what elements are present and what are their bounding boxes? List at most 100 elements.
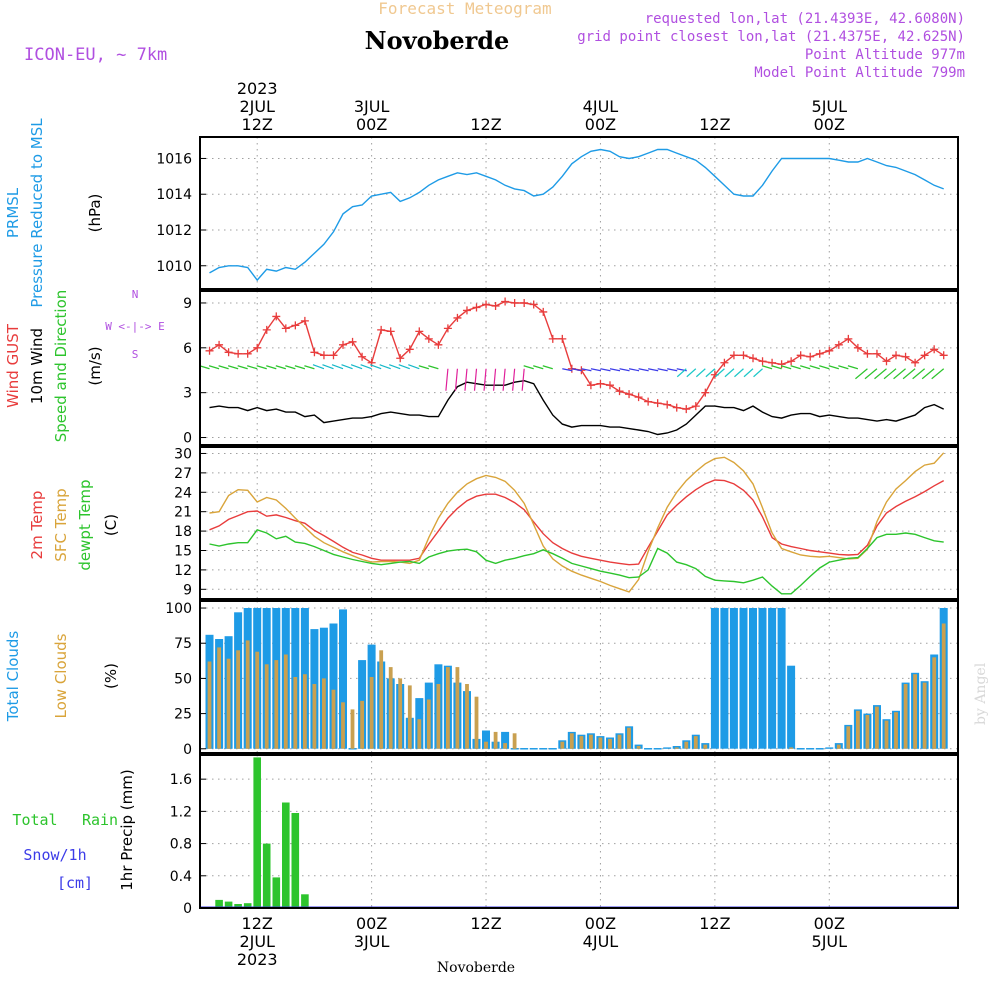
y-tick-label: 1.2 — [170, 804, 192, 820]
total-cloud-bar — [482, 730, 490, 749]
low-cloud-bar — [836, 744, 841, 749]
product-title: Forecast Meteogram — [378, 0, 551, 18]
wind-direction-arrow — [628, 368, 640, 372]
low-cloud-bar — [903, 684, 908, 749]
pressure-axis-title: PRMSL — [4, 187, 22, 238]
rain-bar — [234, 904, 242, 908]
wind-direction-arrow — [360, 364, 372, 370]
gust-marker — [720, 358, 729, 367]
gust-marker — [787, 357, 796, 366]
total-cloud-bar — [729, 608, 738, 749]
gust-marker — [386, 327, 395, 336]
wind-direction-arrow — [734, 368, 744, 378]
gust-marker — [510, 298, 519, 307]
low-cloud-bar — [255, 651, 260, 749]
total-cloud-bar — [339, 609, 347, 749]
wind-direction-arrow — [312, 364, 325, 370]
requested-coords: requested lon,lat (21.4393E, 42.6080N) — [645, 11, 965, 27]
gridpoint-coords: grid point closest lon,lat (21.4375E, 42… — [577, 29, 965, 45]
gust-marker — [901, 352, 910, 361]
gust-marker — [939, 351, 948, 360]
wind-direction-arrow — [445, 368, 449, 391]
gust-marker — [672, 403, 681, 412]
low-cloud-bar — [579, 736, 584, 749]
wind-direction-arrow — [533, 365, 544, 370]
low-cloud-bar — [436, 684, 441, 749]
gust-marker — [472, 303, 481, 312]
wind-direction-arrow — [199, 365, 210, 370]
y-tick-label: 1014 — [156, 187, 192, 203]
low-cloud-bar — [674, 747, 679, 749]
pressure-axis-title: Pressure Reduced to MSL — [28, 118, 46, 308]
cloud-axis-title: Low Clouds — [52, 633, 70, 718]
wind-direction-arrow — [657, 368, 668, 372]
low-cloud-bar — [474, 696, 479, 749]
low-cloud-bar — [236, 650, 240, 749]
rain-bar — [253, 757, 261, 908]
low-cloud-bar — [226, 658, 231, 749]
low-cloud-bar — [560, 741, 565, 749]
time-label-top: 00Z — [356, 115, 387, 134]
gust-marker — [729, 351, 738, 360]
wind-direction-arrow — [724, 368, 735, 378]
y-tick-label: 3 — [183, 386, 192, 402]
rain-bar — [291, 813, 300, 908]
low-cloud-bar — [884, 720, 889, 749]
wind-direction-arrow — [600, 368, 611, 372]
y-tick-label: 27 — [174, 466, 192, 482]
low-cloud-bar — [446, 667, 450, 749]
gust-marker — [329, 351, 338, 360]
y-tick-label: 50 — [174, 671, 192, 687]
wind-direction-arrow — [902, 368, 916, 380]
wind-direction-arrow — [218, 365, 229, 370]
gust-marker — [920, 351, 929, 360]
wind-direction-arrow — [864, 368, 878, 380]
y-tick-label: 0 — [183, 901, 192, 917]
y-tick-label: 1010 — [156, 259, 192, 275]
pressure-line — [209, 148, 944, 282]
wind-direction-arrow — [428, 365, 439, 370]
low-cloud-bar — [512, 733, 517, 749]
low-cloud-bar — [693, 736, 698, 749]
time-label-bottom: 4JUL — [583, 932, 619, 951]
wind-direction-arrow — [285, 365, 296, 370]
gust-marker — [501, 297, 510, 306]
wind-direction-arrow — [912, 368, 926, 380]
wind-direction-arrow — [502, 368, 506, 391]
low-cloud-bar — [856, 710, 860, 749]
temp-axis-title: SFC Temp — [52, 488, 70, 561]
y-tick-label: 100 — [165, 601, 192, 617]
wind-direction-arrow — [695, 368, 706, 378]
gust-marker — [539, 307, 548, 316]
low-cloud-bar — [360, 700, 364, 749]
total-cloud-bar — [739, 608, 748, 749]
y-tick-label: 75 — [174, 636, 192, 652]
wind-direction-arrow — [369, 364, 382, 370]
low-cloud-bar — [617, 734, 622, 749]
y-tick-label: 15 — [174, 543, 192, 559]
total-cloud-bar — [663, 747, 672, 749]
wind-direction-arrow — [715, 368, 725, 378]
gust-marker — [281, 324, 290, 333]
gust-line — [209, 300, 945, 410]
wind-direction-arrow — [571, 368, 582, 372]
wind-direction-arrow — [492, 368, 497, 391]
gust-marker — [405, 345, 414, 354]
wind-direction-arrow — [800, 365, 811, 370]
panel-frame — [199, 754, 959, 909]
time-label-bottom: 5JUL — [812, 932, 848, 951]
precip-label-cm: [cm] — [57, 874, 93, 892]
y-tick-label: 0 — [183, 742, 192, 758]
gust-marker — [434, 340, 443, 349]
low-cloud-bar — [589, 734, 593, 749]
time-label-bottom: 12Z — [470, 914, 501, 933]
rain-bar — [301, 894, 309, 908]
wind-direction-arrow — [562, 368, 573, 372]
low-cloud-bar — [932, 657, 937, 749]
low-cloud-bar — [569, 733, 574, 749]
gust-marker — [663, 400, 672, 409]
gust-marker — [777, 360, 786, 369]
wind-direction-arrow — [208, 365, 220, 370]
gust-marker — [262, 325, 271, 334]
footer-station: Novoberde — [437, 960, 515, 976]
